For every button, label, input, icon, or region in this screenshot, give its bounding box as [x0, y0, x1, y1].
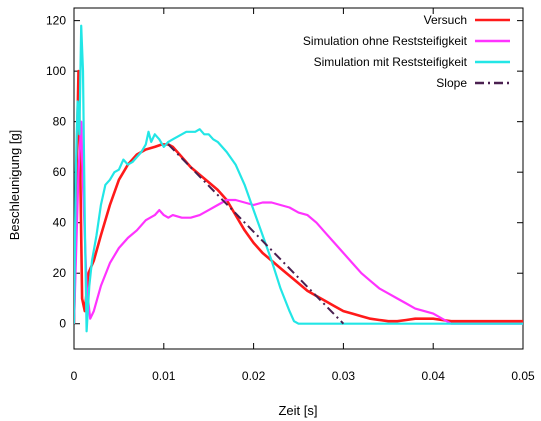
legend-label: Versuch — [424, 13, 467, 27]
axes: 0 20 40 60 80 100 120 0 0.01 0.02 0.03 0.04 0.05 — [46, 8, 535, 383]
legend-label: Simulation ohne Reststeifigkeit — [303, 34, 468, 48]
y-tick-label: 60 — [53, 165, 67, 179]
y-tick-label: 20 — [53, 266, 67, 280]
x-tick-label: 0.04 — [422, 369, 446, 383]
x-tick-label: 0.05 — [511, 369, 535, 383]
y-tick-label: 120 — [46, 14, 66, 28]
x-axis-label: Zeit [s] — [278, 403, 317, 418]
y-tick-label: 100 — [46, 64, 66, 78]
y-axis-label: Beschleunigung [g] — [7, 130, 22, 241]
x-tick-label: 0 — [71, 369, 78, 383]
legend: Versuch Simulation ohne Reststeifigkeit Si… — [303, 13, 510, 90]
series-line-slope — [167, 143, 345, 325]
x-tick-label: 0.02 — [242, 369, 266, 383]
series-line-versuch — [74, 69, 523, 324]
series-layer — [74, 24, 523, 333]
y-tick-label: 40 — [53, 216, 67, 230]
legend-label: Simulation mit Reststeifigkeit — [314, 55, 468, 69]
plot-frame — [73, 7, 524, 350]
y-tick-label: 0 — [59, 317, 66, 331]
series-line-simulation-ohne-reststeifigkeit — [74, 120, 523, 325]
y-tick-label: 80 — [53, 115, 67, 129]
legend-label: Slope — [436, 76, 467, 90]
series-line-simulation-mit-reststeifigkeit — [74, 24, 523, 333]
x-tick-label: 0.03 — [332, 369, 356, 383]
x-tick-label: 0.01 — [152, 369, 176, 383]
plot-area — [73, 7, 524, 350]
